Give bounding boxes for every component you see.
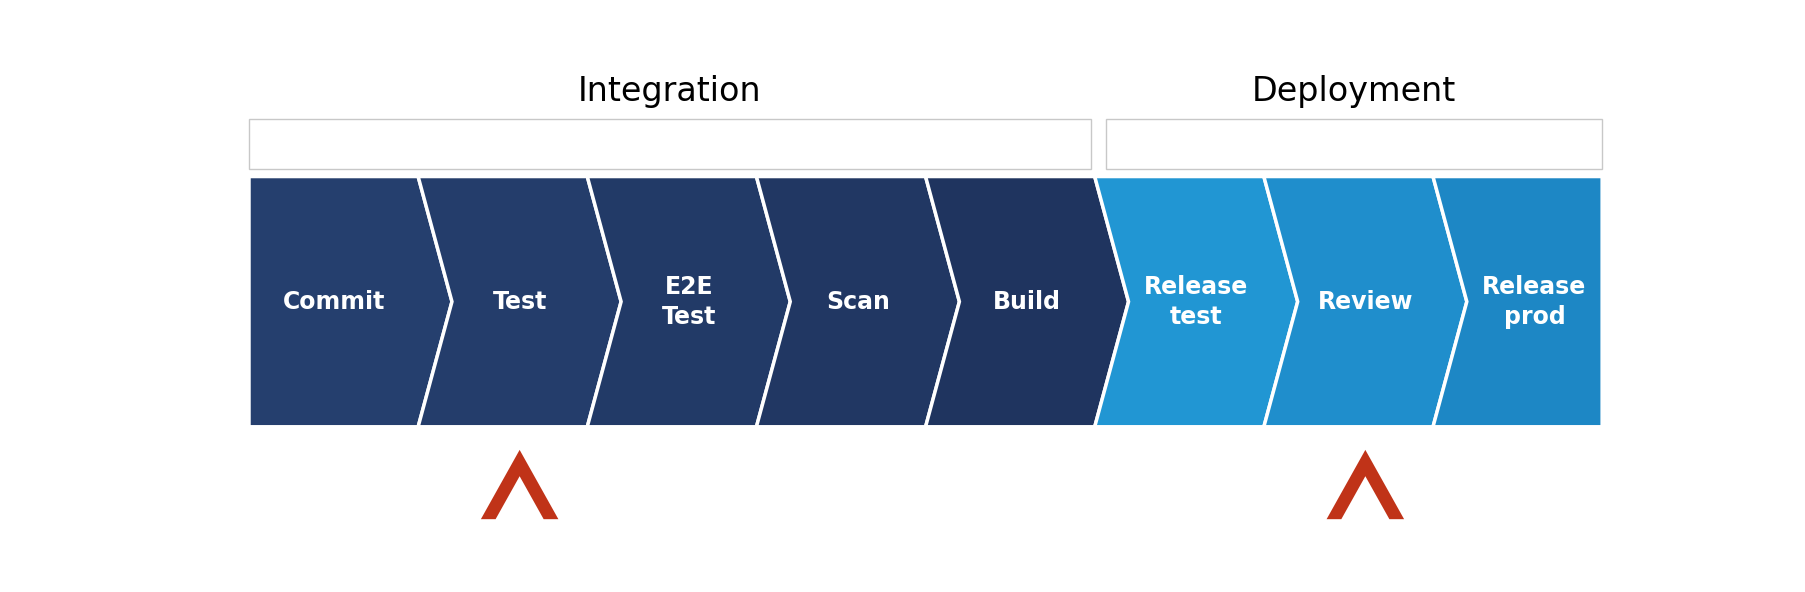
Bar [1106, 119, 1601, 169]
Text: Release
prod: Release prod [1482, 275, 1587, 329]
Text: Commit: Commit [282, 289, 384, 314]
Text: Scan: Scan [825, 289, 890, 314]
Polygon shape [249, 176, 451, 427]
Text: Review: Review [1318, 289, 1412, 314]
Polygon shape [419, 176, 621, 427]
Text: Test: Test [493, 289, 547, 314]
Text: Integration: Integration [578, 75, 762, 108]
Polygon shape [1264, 176, 1466, 427]
Bar [249, 119, 1090, 169]
Text: Release
test: Release test [1143, 275, 1247, 329]
Polygon shape [1327, 450, 1402, 519]
Polygon shape [480, 450, 558, 519]
Text: Build: Build [993, 289, 1061, 314]
Polygon shape [1431, 176, 1601, 427]
Polygon shape [756, 176, 958, 427]
Text: Deployment: Deployment [1251, 75, 1455, 108]
Polygon shape [1094, 176, 1298, 427]
Polygon shape [587, 176, 791, 427]
Polygon shape [926, 176, 1128, 427]
Text: E2E
Test: E2E Test [661, 275, 715, 329]
